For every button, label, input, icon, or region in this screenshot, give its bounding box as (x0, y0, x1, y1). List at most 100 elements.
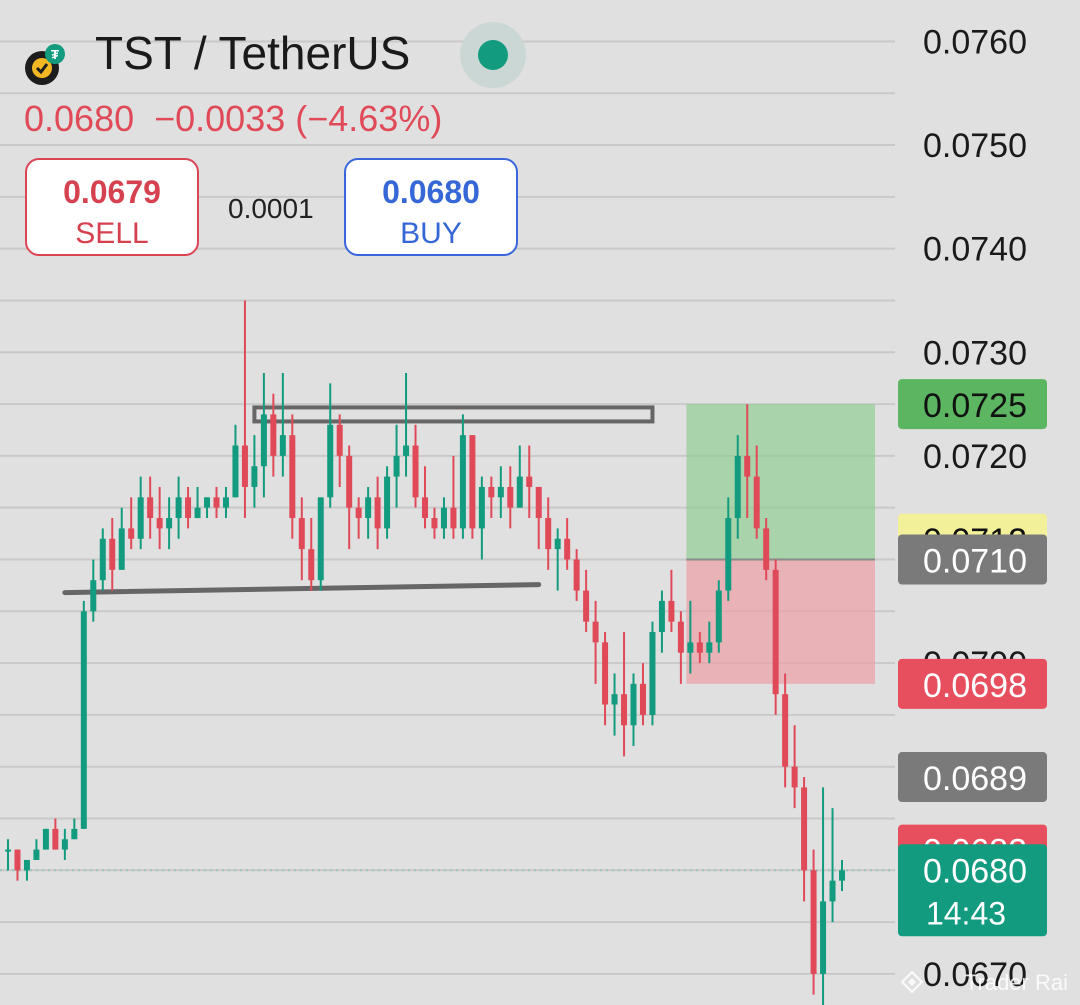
candle-body (734, 455, 741, 519)
y-tick-label: 0.0740 (923, 231, 1027, 269)
candle-body (346, 455, 353, 508)
candle-body (393, 455, 400, 477)
candle-body (573, 559, 580, 591)
candle-body (327, 424, 334, 498)
chart-header: ₮ TST / TetherUS 0.0680 −0.0033 (−4.63%) … (0, 0, 900, 270)
candle-body (696, 642, 703, 653)
price-label-text: 0.0698 (923, 667, 1027, 705)
sell-label: SELL (75, 217, 149, 250)
y-tick-label: 0.0730 (923, 334, 1027, 372)
candle-body (147, 497, 154, 519)
grid-lines (0, 40, 895, 975)
candle-body (308, 549, 315, 581)
candle-body (801, 787, 808, 871)
candle-body (336, 424, 343, 456)
support-line (62, 582, 542, 596)
candle-body (185, 497, 192, 519)
candle-body (602, 642, 609, 705)
candle-body (71, 828, 78, 840)
candle-body (592, 621, 599, 643)
buy-label: BUY (400, 217, 462, 250)
candle-body (497, 486, 504, 498)
candle-body (545, 518, 552, 550)
tst-coin-logo: ₮ (24, 44, 66, 86)
candle-body (156, 518, 163, 529)
candle-body (222, 497, 229, 508)
market-status-icon (460, 22, 526, 88)
candle-body (725, 518, 732, 591)
candle-body (241, 445, 248, 487)
candle-body (23, 859, 30, 871)
spread-value: 0.0001 (228, 193, 314, 224)
candle-body (365, 497, 372, 519)
price-label-bg (898, 844, 1047, 937)
y-tick-label: 0.0670 (923, 956, 1027, 994)
candle-body (791, 766, 798, 788)
candle-body (440, 507, 447, 529)
candle-body (431, 518, 438, 529)
candle-body (403, 445, 410, 456)
candle-body (42, 828, 49, 850)
price-label-text: 0.0725 (923, 387, 1027, 425)
candle-body (535, 486, 542, 519)
change-value: −0.0033 (−4.63%) (154, 98, 443, 139)
candle-body (355, 507, 362, 519)
countdown-text: 14:43 (926, 895, 1006, 931)
price-label-bg (898, 658, 1047, 709)
sell-button[interactable]: 0.0679 SELL (25, 158, 199, 256)
candle-body (829, 880, 836, 902)
buy-button[interactable]: 0.0680 BUY (344, 158, 518, 256)
candle-body (450, 507, 457, 529)
candle-body (109, 538, 116, 570)
sell-price: 0.0679 (63, 174, 161, 210)
last-price: 0.0680 (24, 98, 135, 139)
price-label-text: 0.0680 (923, 852, 1027, 890)
candle-body (52, 828, 59, 850)
candle-body (649, 632, 656, 715)
candle-body (469, 435, 476, 529)
candle-body (33, 849, 40, 860)
candle-body (639, 683, 646, 715)
watermark: Trader Rai (965, 970, 1068, 995)
candle-body (772, 569, 779, 695)
price-label-text: 0.0710 (923, 542, 1027, 580)
candle-body (753, 476, 760, 529)
candle-body (384, 476, 391, 529)
candle-body (687, 642, 694, 653)
candle-body (213, 497, 220, 508)
price-label-bg (898, 379, 1047, 430)
profit-zone (686, 404, 875, 560)
candle-body (839, 870, 845, 881)
y-tick-label: 0.0720 (923, 438, 1027, 476)
candle-body (507, 486, 514, 508)
trend-lines (0, 405, 895, 872)
candle-body (317, 497, 324, 581)
candle-body (298, 518, 305, 550)
candle-body (630, 683, 637, 726)
candle-body (175, 497, 182, 519)
candle-body (526, 476, 533, 487)
candle-body (715, 590, 722, 643)
candle-body (583, 590, 590, 622)
candle-body (137, 497, 144, 539)
candle-body (488, 486, 495, 498)
candle-body (128, 528, 135, 539)
candle-body (80, 611, 87, 829)
candle-body (412, 445, 419, 498)
price-change: 0.0680 −0.0033 (−4.63%) (24, 98, 462, 140)
position-zones (686, 404, 875, 684)
y-tick-label: 0.0760 (923, 23, 1027, 61)
candle-body (658, 600, 665, 633)
candle-body (516, 476, 523, 508)
binance-watermark-icon (900, 970, 924, 994)
candle-body (744, 455, 751, 477)
candle-body (554, 538, 561, 550)
candle-body (194, 507, 201, 519)
candle-body (251, 466, 258, 487)
candle-body (820, 901, 827, 974)
candle-body (99, 538, 106, 581)
candle-body (611, 694, 618, 705)
candle-body (621, 694, 628, 726)
candle-body (118, 528, 125, 570)
